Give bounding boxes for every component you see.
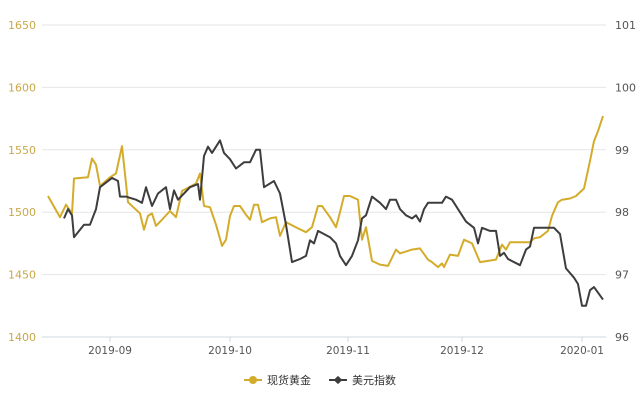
left-axis-tick: 1550 xyxy=(8,144,36,157)
left-y-axis: 1650 1600 1550 1500 1450 1400 xyxy=(8,19,36,344)
x-axis-tick: 2019-11 xyxy=(326,345,370,357)
series-line xyxy=(47,115,604,269)
right-axis-tick: 98 xyxy=(615,206,629,219)
left-axis-tick: 1400 xyxy=(8,331,36,344)
legend-item-spot-gold[interactable]: 现货黄金 xyxy=(244,372,311,388)
right-axis-tick: 99 xyxy=(615,144,629,157)
x-axis-tick: 2019-09 xyxy=(88,345,132,357)
x-axis-tick: 2019-10 xyxy=(208,345,252,357)
left-axis-tick: 1450 xyxy=(8,269,36,282)
x-axis-tick: 2020-01 xyxy=(560,345,604,357)
left-axis-tick: 1600 xyxy=(8,81,36,94)
left-axis-tick: 1650 xyxy=(8,19,36,32)
series-line xyxy=(63,139,604,307)
right-axis-tick: 97 xyxy=(615,269,629,282)
circle-marker-icon xyxy=(244,375,262,385)
diamond-marker-icon xyxy=(329,375,347,385)
x-axis: 2019-09 2019-10 2019-11 2019-12 2020-01 xyxy=(88,345,604,357)
right-axis-tick: 100 xyxy=(615,81,636,94)
legend-label: 现货黄金 xyxy=(267,374,311,387)
right-axis-tick: 96 xyxy=(615,331,629,344)
right-axis-tick: 101 xyxy=(615,19,636,32)
gridlines xyxy=(42,24,606,342)
legend-item-dollar-index[interactable]: 美元指数 xyxy=(329,372,396,388)
right-y-axis: 101 100 99 98 97 96 xyxy=(615,19,636,344)
legend: 现货黄金 美元指数 xyxy=(0,372,640,388)
series-lines xyxy=(47,115,604,307)
left-axis-tick: 1500 xyxy=(8,206,36,219)
x-axis-tick: 2019-12 xyxy=(440,345,484,357)
legend-label: 美元指数 xyxy=(352,374,396,387)
